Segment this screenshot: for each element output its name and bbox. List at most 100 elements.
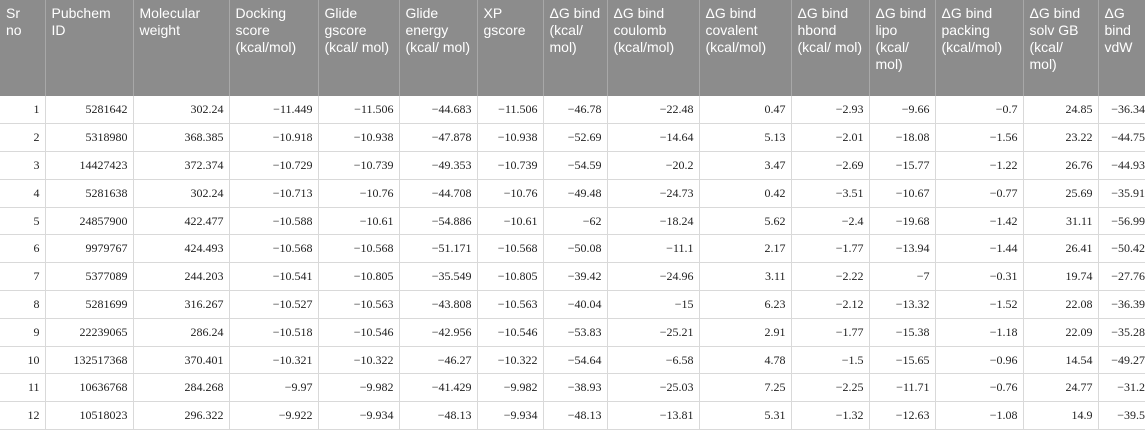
- table-cell: −35.549: [399, 262, 478, 292]
- table-cell: −2.01: [791, 123, 870, 153]
- table-cell: −10.739: [477, 151, 544, 180]
- table-cell: 3.11: [699, 262, 792, 292]
- table-cell: −1.32: [791, 401, 870, 431]
- table-cell: −50.42: [1098, 234, 1145, 264]
- table-cell: 9: [0, 318, 46, 347]
- table-cell: −14.64: [607, 123, 700, 153]
- table-cell: −40.04: [543, 290, 608, 319]
- table-cell: −10.805: [477, 262, 544, 292]
- table-cell: −10.527: [229, 290, 319, 319]
- table-cell: −9.922: [229, 401, 319, 431]
- table-cell: −52.69: [543, 123, 608, 153]
- table-cell: −44.75: [1098, 123, 1145, 153]
- table-cell: −10.546: [477, 318, 544, 347]
- table-cell: −54.886: [399, 207, 478, 236]
- table-cell: −35.91: [1098, 179, 1145, 208]
- table-cell: 6: [0, 234, 46, 264]
- table-cell: 370.401: [133, 346, 230, 375]
- table-row: 11 10636768 284.268 −9.97 −9.982 −41.429 −9.98…: [0, 373, 1145, 403]
- table-row: 2 5318980 368.385 −10.918 −10.938 −47.878 −10.…: [0, 123, 1145, 153]
- column-header: Molecular weight: [133, 0, 230, 96]
- table-cell: 10636768: [45, 373, 134, 403]
- table-cell: −10.76: [318, 179, 400, 208]
- table-cell: 2.17: [699, 234, 792, 264]
- table-cell: 284.268: [133, 373, 230, 403]
- table-cell: −1.5: [791, 346, 870, 375]
- table-cell: 5281638: [45, 179, 134, 208]
- table-cell: 24857900: [45, 207, 134, 236]
- column-header: ΔG bind (kcal/ mol): [543, 0, 608, 96]
- table-cell: 10518023: [45, 401, 134, 431]
- header-row: Sr no Pubchem ID Molecular weight Docking s…: [0, 0, 1145, 96]
- table-cell: −10.76: [477, 179, 544, 208]
- table-cell: 12: [0, 401, 46, 431]
- table-cell: −50.08: [543, 234, 608, 264]
- table-cell: −36.34: [1098, 96, 1145, 125]
- table-cell: −3.51: [791, 179, 870, 208]
- table-cell: 316.267: [133, 290, 230, 319]
- table-cell: −22.48: [607, 96, 700, 125]
- table-cell: −2.4: [791, 207, 870, 236]
- table-cell: −9.982: [318, 373, 400, 403]
- table-cell: 14427423: [45, 151, 134, 180]
- table-cell: 4: [0, 179, 46, 208]
- table-cell: 10: [0, 346, 46, 375]
- table-cell: −10.321: [229, 346, 319, 375]
- table-cell: −1.42: [935, 207, 1024, 236]
- table-cell: −10.938: [318, 123, 400, 153]
- table-cell: 296.322: [133, 401, 230, 431]
- table-cell: −10.541: [229, 262, 319, 292]
- table-cell: −11.449: [229, 96, 319, 125]
- table-cell: −11.506: [318, 96, 400, 125]
- table-cell: −54.64: [543, 346, 608, 375]
- table-cell: −2.12: [791, 290, 870, 319]
- table-cell: −49.353: [399, 151, 478, 180]
- table-cell: 11: [0, 373, 46, 403]
- table-cell: 3: [0, 151, 46, 180]
- table-cell: −48.13: [399, 401, 478, 431]
- table-cell: −62: [543, 207, 608, 236]
- table-cell: −49.27: [1098, 346, 1145, 375]
- table-cell: −53.83: [543, 318, 608, 347]
- table-cell: 22.08: [1023, 290, 1099, 319]
- table-cell: −1.08: [935, 401, 1024, 431]
- table-cell: 368.385: [133, 123, 230, 153]
- column-header: ΔG bind solv GB (kcal/ mol): [1023, 0, 1099, 96]
- table-cell: −24.73: [607, 179, 700, 208]
- table-row: 5 24857900 422.477 −10.588 −10.61 −54.886 −10.…: [0, 207, 1145, 236]
- table-cell: −12.63: [869, 401, 936, 431]
- table-cell: 26.41: [1023, 234, 1099, 264]
- table-cell: −10.61: [318, 207, 400, 236]
- column-header: ΔG bind packing (kcal/mol): [935, 0, 1024, 96]
- table-cell: −10.713: [229, 179, 319, 208]
- table-cell: 19.74: [1023, 262, 1099, 292]
- column-header: ΔG bind covalent (kcal/mol): [699, 0, 792, 96]
- table-cell: −13.94: [869, 234, 936, 264]
- table-cell: −10.568: [318, 234, 400, 264]
- table-cell: 5318980: [45, 123, 134, 153]
- table-cell: −10.918: [229, 123, 319, 153]
- table-cell: 286.24: [133, 318, 230, 347]
- column-header: Docking score (kcal/mol): [229, 0, 319, 96]
- table-cell: 7.25: [699, 373, 792, 403]
- table-cell: −42.956: [399, 318, 478, 347]
- table-cell: −9.66: [869, 96, 936, 125]
- table-header: Sr no Pubchem ID Molecular weight Docking s…: [0, 0, 1145, 96]
- table-cell: −18.24: [607, 207, 700, 236]
- table-cell: −25.21: [607, 318, 700, 347]
- table-cell: −24.96: [607, 262, 700, 292]
- table-cell: −44.708: [399, 179, 478, 208]
- table-cell: 372.374: [133, 151, 230, 180]
- table-cell: −10.67: [869, 179, 936, 208]
- table-cell: 424.493: [133, 234, 230, 264]
- table-cell: −10.518: [229, 318, 319, 347]
- column-header: ΔG bind vdW: [1098, 0, 1145, 96]
- column-header: XP gscore: [477, 0, 544, 96]
- table-row: 1 5281642 302.24 −11.449 −11.506 −44.683 −11.5…: [0, 96, 1145, 125]
- table-cell: 0.42: [699, 179, 792, 208]
- table-cell: 24.85: [1023, 96, 1099, 125]
- table-cell: −1.52: [935, 290, 1024, 319]
- table-row: 4 5281638 302.24 −10.713 −10.76 −44.708 −10.76…: [0, 179, 1145, 208]
- table-cell: −10.563: [477, 290, 544, 319]
- table-cell: 5.62: [699, 207, 792, 236]
